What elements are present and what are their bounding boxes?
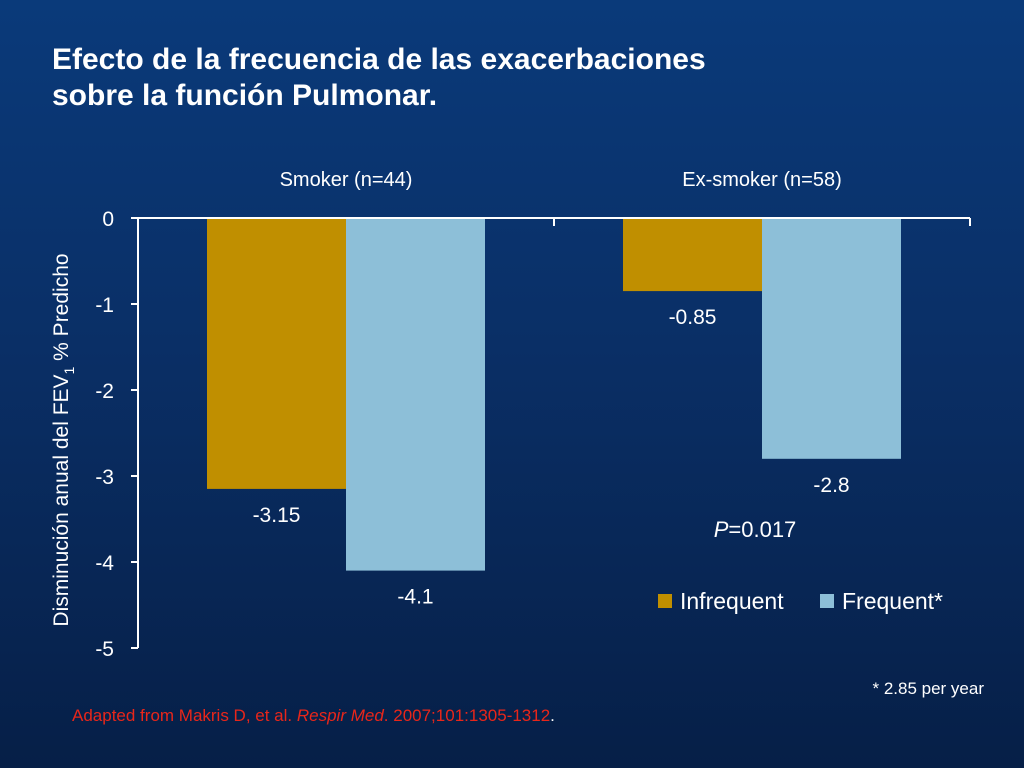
y-tick-label: -4 bbox=[95, 552, 114, 575]
source-end: . bbox=[550, 706, 555, 725]
data-label: -0.85 bbox=[669, 306, 717, 329]
p-value-annotation: P=0.017 bbox=[714, 517, 797, 542]
p-value-number: =0.017 bbox=[728, 517, 796, 542]
labels-group: -3.15 -4.1 Smoker (n=44) -0.85 -2.8 Ex-smoker… bbox=[253, 169, 850, 609]
legend-swatch bbox=[820, 594, 834, 608]
y-tick-label: -2 bbox=[95, 380, 114, 403]
title-line-2: sobre la función Pulmonar. bbox=[52, 79, 438, 112]
data-label: -3.15 bbox=[253, 504, 301, 527]
p-value-symbol: P bbox=[714, 517, 729, 542]
legend: Infrequent Frequent* bbox=[658, 588, 943, 614]
source-citation: Adapted from Makris D, et al. Respir Med… bbox=[72, 706, 555, 726]
category-label: Ex-smoker (n=58) bbox=[682, 169, 842, 191]
title-line-1: Efecto de la frecuencia de las exacerbac… bbox=[52, 43, 706, 76]
bars-group bbox=[207, 218, 901, 571]
source-prefix: Adapted from Makris D, et al. bbox=[72, 706, 297, 725]
legend-label: Infrequent bbox=[680, 588, 784, 614]
slide-title: Efecto de la frecuencia de las exacerbac… bbox=[52, 42, 952, 114]
footnote: * 2.85 per year bbox=[872, 679, 984, 698]
legend-label: Frequent* bbox=[842, 588, 943, 614]
axes-group: 0 -1 -2 -3 -4 -5 bbox=[95, 208, 971, 661]
y-tick-label: 0 bbox=[102, 208, 114, 231]
bar-frequent-0 bbox=[346, 218, 485, 571]
y-axis-label: Disminución anual del FEV1 % Predicho bbox=[50, 253, 77, 626]
data-label: -4.1 bbox=[397, 586, 433, 609]
bar-infrequent-0 bbox=[207, 218, 346, 489]
y-axis-label-main: Disminución anual del FEV bbox=[50, 374, 73, 626]
source-journal: Respir Med bbox=[296, 706, 384, 725]
source-suffix: . 2007;101:1305-1312 bbox=[383, 706, 551, 725]
y-axis-label-subscript: 1 bbox=[61, 366, 77, 374]
y-axis-label-tail: % Predicho bbox=[50, 253, 73, 366]
y-tick-label: -3 bbox=[95, 466, 114, 489]
y-tick-label: -5 bbox=[95, 638, 114, 661]
legend-swatch bbox=[658, 594, 672, 608]
category-label: Smoker (n=44) bbox=[280, 169, 413, 191]
bar-infrequent-1 bbox=[623, 218, 762, 292]
data-label: -2.8 bbox=[813, 474, 849, 497]
y-tick-label: -1 bbox=[95, 294, 114, 317]
bar-frequent-1 bbox=[762, 218, 901, 459]
